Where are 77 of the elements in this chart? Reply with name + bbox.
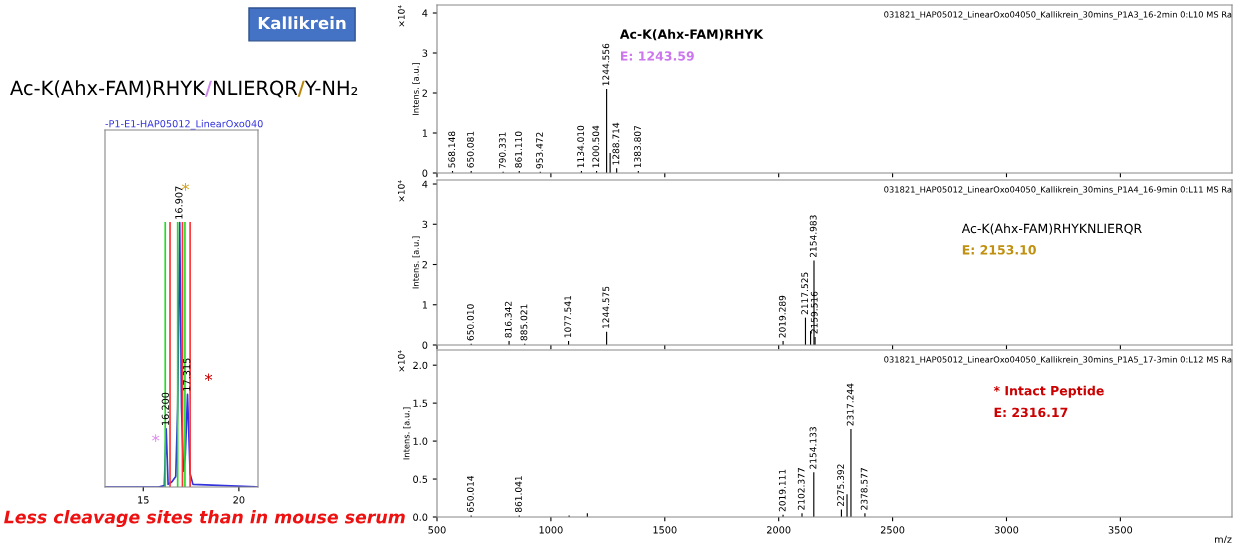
y-axis-title: Intens. [a.u.]	[412, 63, 420, 115]
y-tick-label: 4	[422, 9, 428, 17]
annotation: 2275.392	[837, 464, 845, 506]
y-tick-label: 2	[422, 89, 427, 97]
x-tick-label: 2000	[767, 526, 791, 534]
y-tick-label: 3	[422, 220, 428, 229]
x-tick-label: 2500	[880, 526, 905, 534]
annotation: E: 1243.59	[621, 51, 694, 61]
text: 031821_HAP05012_LinearOxo04050_Kallikrein_30mins_P1A5_17-3min 0:L12 MS Ra	[884, 356, 1232, 365]
text: ×10⁴	[397, 180, 405, 202]
annotation: * Intact Peptide	[993, 385, 1104, 398]
annotation: 2154.133	[809, 427, 817, 469]
annotation: 1244.575	[602, 286, 610, 328]
annotation: 1077.541	[564, 295, 572, 338]
y-tick-label: 2	[422, 260, 427, 269]
y-axis-title: Intens. [a.u.]	[403, 407, 411, 460]
annotation: 2102.377	[797, 468, 805, 510]
annotation: 650.014	[466, 475, 474, 513]
annotation: 790.331	[498, 132, 506, 169]
annotation: 2117.525	[801, 272, 809, 315]
annotation: 1134.010	[577, 125, 585, 168]
annotation: 2159.516	[810, 291, 818, 334]
annotation: E: 2316.17	[994, 407, 1068, 418]
annotation: E: 2153.10	[962, 245, 1036, 255]
y-tick-label: 1.0	[413, 437, 428, 445]
text: Ac-K(Ahx-FAM)RHYK/NLIERQR/Y-NH₂	[10, 80, 358, 98]
text: Kallikrein	[258, 16, 346, 30]
annotation: 650.081	[466, 131, 474, 168]
annotation: Ac-K(Ahx-FAM)RHYK	[619, 29, 764, 41]
y-tick-label: 1.5	[413, 399, 428, 407]
x-tick-label: 3500	[1108, 526, 1133, 534]
text: ×10⁴	[397, 350, 405, 372]
x-tick-label: 15	[138, 496, 149, 504]
annotation: 17.315	[182, 358, 191, 391]
x-tick-label: 1500	[653, 526, 677, 534]
x-tick-label: 1000	[539, 526, 563, 534]
annotation: 16.200	[161, 392, 170, 425]
x-tick-label: 3000	[994, 526, 1019, 534]
annotation: 1288.714	[612, 122, 620, 165]
annotation: 861.041	[515, 476, 522, 513]
y-tick-label: 4	[422, 180, 428, 188]
y-tick-label: 0	[422, 341, 428, 349]
annotation: 16.907	[175, 186, 183, 219]
annotation: 650.010	[466, 304, 474, 341]
x-axis-title: m/z	[1215, 535, 1232, 543]
annotation: 816.342	[504, 301, 512, 338]
y-tick-label: 1	[422, 301, 428, 309]
y-tick-label: 0	[422, 169, 428, 177]
annotation: 1200.504	[592, 125, 600, 168]
y-tick-label: 1	[422, 129, 428, 137]
x-tick-label: 500	[428, 526, 446, 534]
annotation: *	[152, 434, 160, 442]
annotation: 2378.577	[860, 468, 868, 510]
annotation: 2019.111	[778, 469, 786, 512]
annotation: 2317.244	[846, 383, 854, 426]
y-tick-label: 2.0	[413, 361, 428, 370]
annotation: *	[204, 373, 213, 382]
text: Less cleavage sites than in mouse serum	[4, 510, 405, 528]
annotation: Ac-K(Ahx-FAM)RHYKNLIERQR	[961, 223, 1142, 235]
annotation: 2019.289	[778, 295, 786, 338]
annotation: 2154.983	[809, 215, 817, 258]
annotation: 885.021	[520, 304, 528, 341]
text: ×10⁴	[397, 5, 405, 27]
annotation: 1244.556	[602, 43, 610, 86]
annotation: 861.110	[515, 131, 522, 168]
text: 031821_HAP05012_LinearOxo04050_Kallikrein_30mins_P1A3_16-2min 0:L10 MS Ra	[884, 11, 1232, 20]
annotation: 953.472	[536, 132, 543, 169]
annotation: 568.148	[448, 131, 456, 168]
text: 031821_HAP05012_LinearOxo04050_Kallikrein_30mins_P1A4_16-9min 0:L11 MS Ra	[884, 186, 1232, 195]
y-tick-label: 3	[422, 49, 428, 57]
x-tick-label: 20	[233, 496, 245, 504]
y-tick-label: 0.5	[413, 475, 428, 483]
chart-title: -P1-E1-HAP05012_LinearOxo040	[105, 119, 263, 130]
annotation: *	[181, 183, 190, 191]
y-tick-label: 0.0	[413, 513, 428, 521]
annotation: 1383.807	[634, 125, 641, 168]
y-axis-title: Intens. [a.u.]	[412, 236, 420, 289]
